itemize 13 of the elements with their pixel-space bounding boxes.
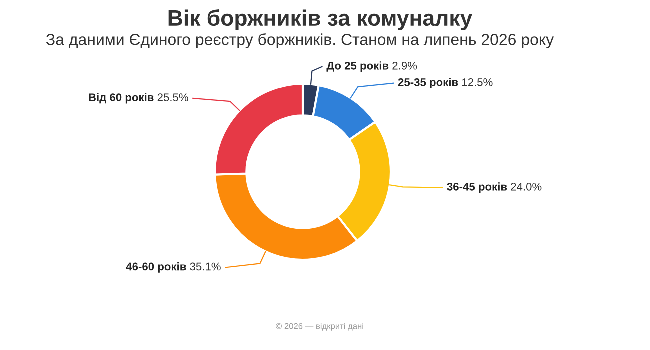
data-label: 35.1% (190, 262, 221, 271)
slice-label: Від 60 років (89, 93, 154, 104)
data-label: 2.9% (392, 62, 418, 70)
data-label: 25.5% (158, 94, 188, 102)
data-label: 12.5% (462, 78, 493, 86)
chart-title: Вік боржників за комуналку (168, 10, 473, 30)
slice-label: 46-60 років (126, 262, 186, 273)
slice-label: 25-35 років (398, 78, 458, 89)
slice-label: До 25 років (326, 62, 389, 72)
text: © 2026 — відкриті дані (276, 323, 364, 331)
data-label: 24.0% (511, 182, 542, 191)
slice-label: 36-45 років (447, 182, 508, 194)
chart-subtitle: За даними Єдиного реєстру боржників. Станом на липень 2026 року (46, 33, 554, 49)
